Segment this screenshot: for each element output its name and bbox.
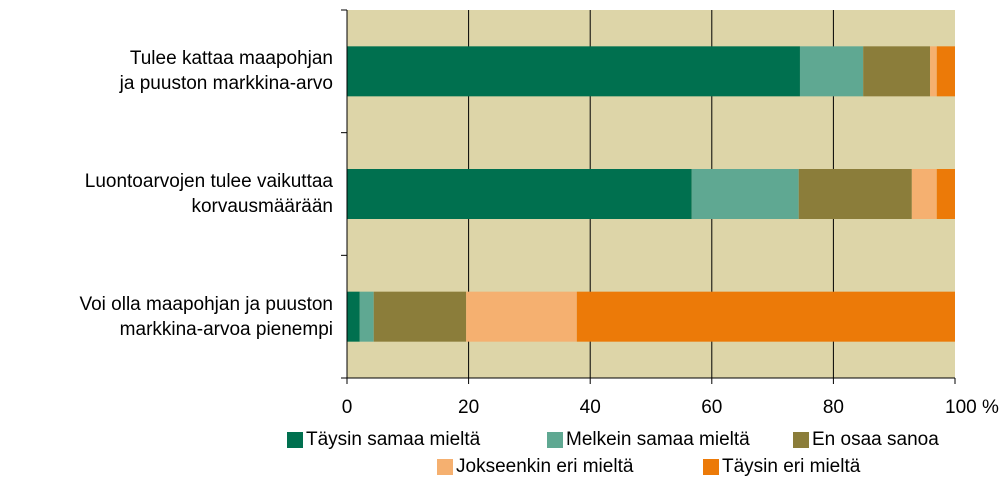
bar-segment xyxy=(911,169,937,219)
bar-segment xyxy=(863,46,931,97)
bar-segment xyxy=(576,291,955,342)
legend-swatch xyxy=(703,459,719,475)
bar-segment xyxy=(373,291,467,342)
legend-label: En osaa sanoa xyxy=(812,429,939,450)
legend-label: Jokseenkin eri mieltä xyxy=(456,456,634,477)
y-tick-label: Tulee kattaa maapohjan ja puuston markki… xyxy=(119,48,333,95)
bar-segment xyxy=(359,291,374,342)
bar-segment xyxy=(347,46,800,97)
x-tick-label: 100 % xyxy=(945,397,999,418)
bar-segment xyxy=(799,46,864,97)
x-tick-label: 40 xyxy=(580,397,601,418)
legend-label: Melkein samaa mieltä xyxy=(566,429,750,450)
legend-label: Täysin samaa mieltä xyxy=(306,429,481,450)
bar-segment xyxy=(347,169,692,219)
legend-label: Täysin eri mieltä xyxy=(722,456,861,477)
legend-swatch xyxy=(437,459,453,475)
legend-swatch xyxy=(547,432,563,448)
bar-segment xyxy=(798,169,912,219)
y-tick-label: Voi olla maapohjan ja puuston markkina-a… xyxy=(79,293,333,340)
bar-segment xyxy=(936,169,955,219)
legend-swatch xyxy=(793,432,809,448)
y-tick-label: Luontoarvojen tulee vaikuttaa korvausmää… xyxy=(84,171,333,217)
bar-segment xyxy=(466,291,577,342)
x-tick-label: 20 xyxy=(458,397,479,418)
bar-segment xyxy=(691,169,799,219)
bar-segment xyxy=(936,46,955,97)
x-tick-label: 80 xyxy=(823,397,844,418)
x-tick-label: 60 xyxy=(701,397,722,418)
bar-segment xyxy=(347,291,360,342)
bar-segment xyxy=(930,46,937,97)
legend-swatch xyxy=(287,432,303,448)
x-tick-label: 0 xyxy=(342,397,353,418)
